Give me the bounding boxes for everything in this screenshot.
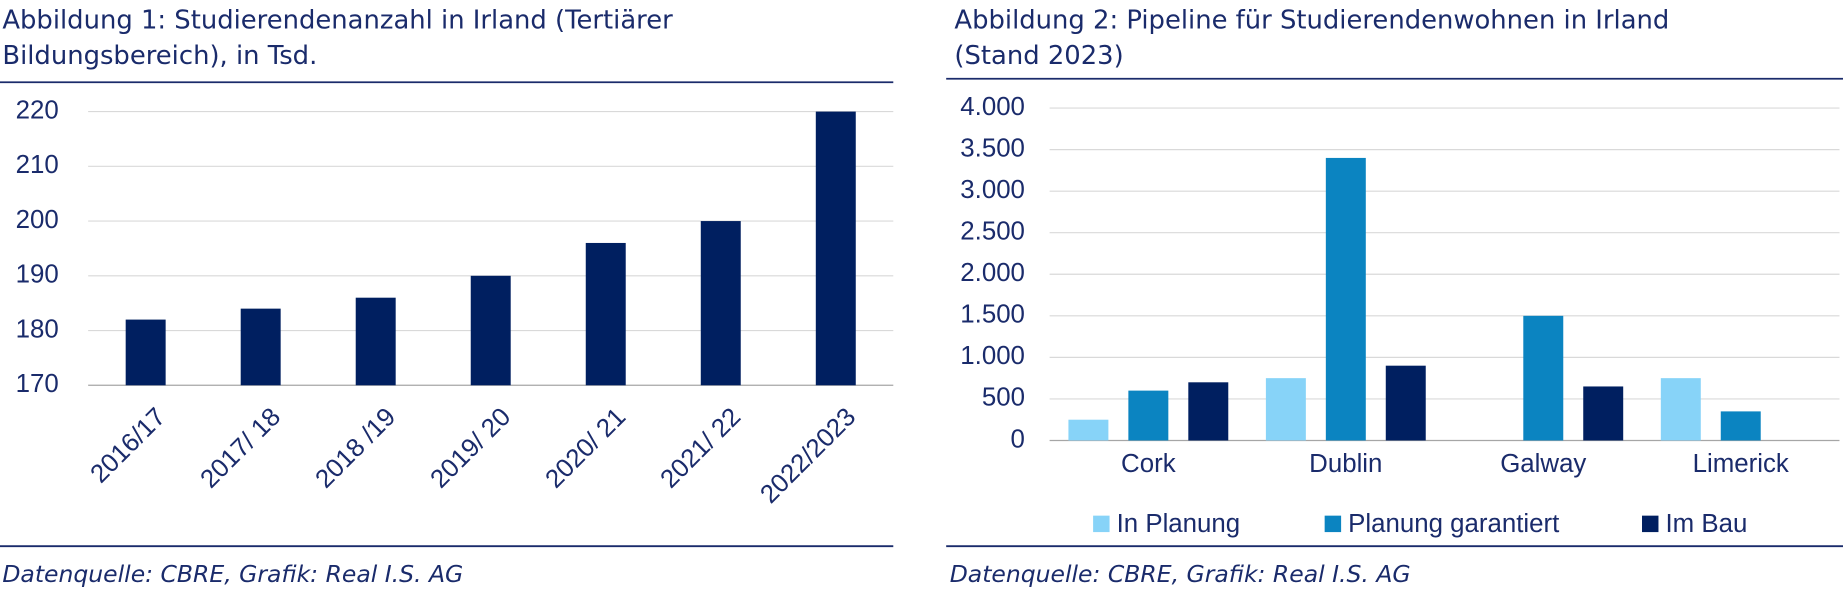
- y-tick-label: 190: [16, 261, 59, 289]
- y-tick-label: 170: [16, 370, 59, 398]
- bar: [470, 275, 511, 386]
- x-tick-label: 2021/ 22: [655, 403, 746, 494]
- y-tick-label: 3.500: [960, 134, 1025, 162]
- source: Datenquelle: CBRE, Grafik: Real I.S. AG: [950, 560, 1411, 588]
- x-tick-label: Galway: [1500, 450, 1586, 478]
- chart: Abbildung 2: Pipeline für Studierendenwo…: [946, 6, 1843, 588]
- chart-title: Bildungsbereich), in Tsd.: [2, 41, 317, 71]
- legend-label: In Planung: [1117, 510, 1241, 538]
- legend-label: Im Bau: [1666, 510, 1748, 538]
- x-tick-label: 2018 /19: [310, 403, 401, 494]
- chart-title: Abbildung 2: Pipeline für Studierendenwo…: [954, 6, 1669, 36]
- bar: [1325, 157, 1366, 441]
- x-tick-label: 2016/17: [85, 403, 171, 489]
- x-tick-label: Limerick: [1693, 450, 1789, 478]
- bar: [700, 221, 741, 386]
- y-tick-label: 2.500: [960, 218, 1025, 246]
- legend-swatch: [1324, 515, 1342, 533]
- y-tick-label: 200: [16, 206, 59, 234]
- x-tick-label: 2020/ 21: [540, 403, 631, 494]
- bar: [1188, 382, 1229, 441]
- chart-title: (Stand 2023): [954, 41, 1123, 71]
- legend-swatch: [1093, 515, 1110, 533]
- bar: [1128, 390, 1169, 441]
- x-tick-label: Dublin: [1309, 450, 1382, 478]
- bar: [240, 308, 281, 386]
- y-tick-label: 4.000: [960, 93, 1025, 121]
- bar: [1720, 411, 1761, 441]
- x-tick-label: 2019/ 20: [425, 403, 516, 494]
- chart: Abbildung 1: Studierendenanzahl in Irlan…: [0, 6, 894, 588]
- x-tick-label: 2022/2023: [755, 403, 861, 509]
- chart-title: Abbildung 1: Studierendenanzahl in Irlan…: [2, 6, 673, 36]
- y-tick-label: 2.000: [960, 259, 1025, 287]
- y-tick-label: 1.500: [960, 301, 1025, 329]
- bar: [1385, 365, 1426, 441]
- source: Datenquelle: CBRE, Grafik: Real I.S. AG: [2, 560, 463, 588]
- y-tick-label: 0: [1011, 425, 1025, 453]
- bar: [1265, 378, 1306, 441]
- x-tick-label: Cork: [1121, 450, 1176, 478]
- bar: [125, 319, 166, 386]
- bar: [815, 111, 856, 386]
- x-tick-label: 2017/ 18: [195, 403, 286, 494]
- y-tick-label: 180: [16, 315, 59, 343]
- bar: [585, 242, 626, 386]
- y-tick-label: 210: [16, 151, 59, 179]
- y-tick-label: 220: [16, 96, 59, 124]
- bar: [1068, 419, 1109, 441]
- y-tick-label: 1.000: [960, 342, 1025, 370]
- bar: [1583, 386, 1624, 441]
- y-tick-label: 500: [982, 384, 1025, 412]
- bar: [1523, 315, 1564, 441]
- legend-swatch: [1642, 515, 1659, 533]
- bar: [1660, 378, 1701, 441]
- legend-label: Planung garantiert: [1348, 510, 1559, 538]
- bar: [355, 297, 396, 386]
- y-tick-label: 3.000: [960, 176, 1025, 204]
